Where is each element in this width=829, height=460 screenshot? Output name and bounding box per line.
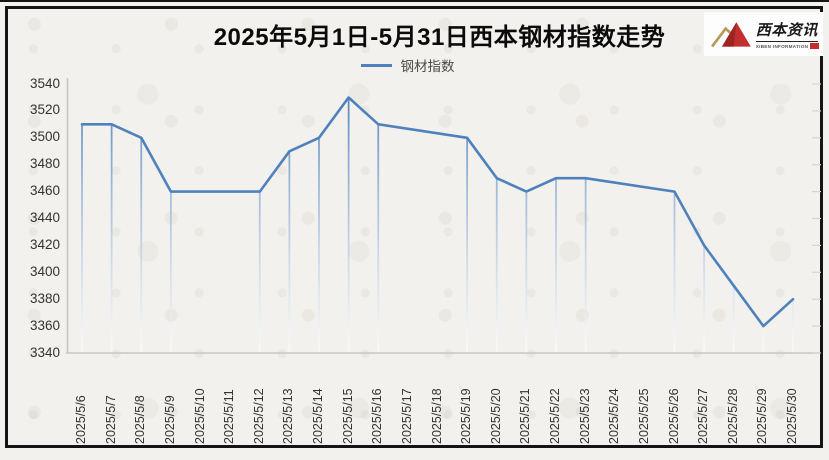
x-tick-label: 2025/5/8 bbox=[133, 395, 148, 444]
x-tick-label: 2025/5/14 bbox=[311, 388, 325, 444]
x-tick-label: 2025/5/15 bbox=[340, 388, 355, 444]
x-tick-label: 2025/5/18 bbox=[429, 388, 444, 444]
x-tick-label: 2025/5/28 bbox=[725, 388, 740, 444]
x-tick-label: 2025/5/7 bbox=[103, 395, 118, 444]
y-tick-label: 3480 bbox=[29, 156, 60, 172]
y-tick-label: 3440 bbox=[29, 210, 60, 225]
legend-label: 钢材指数 bbox=[400, 59, 455, 74]
x-tick-label: 2025/5/19 bbox=[459, 388, 474, 444]
x-tick-label: 2025/5/30 bbox=[785, 388, 799, 444]
x-tick-label: 2025/5/16 bbox=[370, 388, 385, 444]
logo-text: 西本资讯 XIBEN INFORMATION bbox=[755, 19, 820, 49]
x-tick-label: 2025/5/20 bbox=[488, 388, 503, 444]
x-tick-label: 2025/5/25 bbox=[636, 388, 651, 444]
legend-line-swatch bbox=[360, 63, 392, 67]
chart-frame bbox=[5, 6, 823, 448]
x-tick-label: 2025/5/6 bbox=[74, 395, 88, 444]
y-tick-label: 3400 bbox=[29, 263, 60, 279]
x-tick-label: 2025/5/23 bbox=[577, 388, 592, 444]
top-border-strip bbox=[0, 0, 829, 2]
y-tick-label: 3380 bbox=[29, 290, 60, 306]
x-tick-label: 2025/5/17 bbox=[399, 388, 414, 444]
x-tick-label: 2025/5/27 bbox=[696, 388, 711, 444]
steel-index-line bbox=[80, 96, 795, 328]
y-tick-label: 3520 bbox=[29, 102, 60, 118]
y-tick-label: 3420 bbox=[29, 236, 60, 252]
y-tick-label: 3540 bbox=[29, 75, 60, 91]
y-tick-label: 3360 bbox=[29, 317, 60, 333]
y-tick-label: 3460 bbox=[29, 183, 60, 199]
logo-red-box bbox=[810, 43, 820, 49]
logo-cn-text: 西本资讯 bbox=[755, 19, 818, 42]
x-tick-label: 2025/5/13 bbox=[281, 388, 296, 444]
x-tick-label: 2025/5/22 bbox=[548, 388, 562, 444]
x-tick-label: 2025/5/21 bbox=[518, 388, 533, 444]
xiben-logo: 西本资讯 XIBEN INFORMATION bbox=[704, 12, 823, 56]
y-tick-label: 3340 bbox=[29, 344, 60, 360]
x-tick-label: 2025/5/9 bbox=[162, 395, 177, 444]
legend: 钢材指数 bbox=[0, 55, 815, 75]
chart-title: 2025年5月1日-5月31日西本钢材指数走势 bbox=[213, 24, 666, 51]
x-tick-label: 2025/5/10 bbox=[192, 388, 207, 444]
x-tick-label: 2025/5/29 bbox=[755, 388, 770, 444]
y-tick-label: 3500 bbox=[29, 129, 60, 145]
x-tick-label: 2025/5/12 bbox=[251, 388, 266, 444]
x-tick-label: 2025/5/11 bbox=[222, 389, 237, 444]
x-tick-label: 2025/5/24 bbox=[607, 388, 622, 444]
x-tick-label: 2025/5/26 bbox=[666, 388, 681, 444]
logo-en-text: XIBEN INFORMATION bbox=[755, 43, 809, 49]
mountain-logo-icon bbox=[710, 22, 751, 48]
